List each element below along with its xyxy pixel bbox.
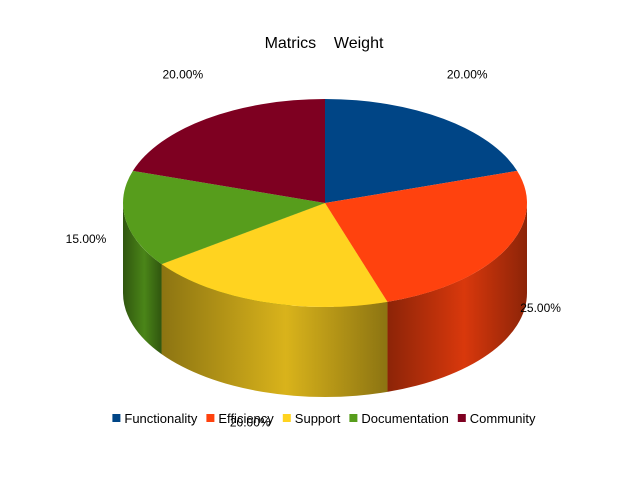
legend-label-community: Community bbox=[470, 411, 536, 426]
legend-swatch-functionality bbox=[112, 414, 121, 422]
data-label-functionality: 20.00% bbox=[447, 67, 488, 81]
slice-side-documentation bbox=[123, 203, 162, 355]
slice-support bbox=[161, 203, 388, 307]
legend: Functionality Efficiency Support Documentat… bbox=[112, 411, 536, 426]
data-labels: 20.00% 25.00% 20.00% 15.00% 20.00% bbox=[66, 67, 562, 429]
legend-label-support: Support bbox=[295, 411, 341, 426]
pie-slices bbox=[123, 99, 527, 307]
chart-title: Matrics Weight bbox=[265, 35, 384, 52]
slice-community bbox=[132, 99, 325, 203]
legend-label-efficiency: Efficiency bbox=[218, 411, 274, 426]
legend-swatch-efficiency bbox=[206, 414, 215, 422]
legend-swatch-community bbox=[457, 414, 466, 422]
legend-swatch-support bbox=[282, 414, 291, 422]
legend-label-functionality: Functionality bbox=[124, 411, 197, 426]
slice-side-efficiency bbox=[387, 203, 527, 392]
data-label-support: 20.00% bbox=[230, 416, 271, 430]
slice-documentation bbox=[123, 170, 325, 265]
slice-efficiency bbox=[325, 170, 527, 302]
data-label-documentation: 15.00% bbox=[66, 232, 107, 246]
slice-functionality bbox=[325, 99, 518, 203]
data-label-efficiency: 25.00% bbox=[520, 301, 561, 315]
slice-side-support bbox=[161, 264, 388, 398]
legend-label-documentation: Documentation bbox=[361, 411, 448, 426]
data-label-community: 20.00% bbox=[162, 67, 203, 81]
legend-swatch-documentation bbox=[349, 414, 358, 422]
